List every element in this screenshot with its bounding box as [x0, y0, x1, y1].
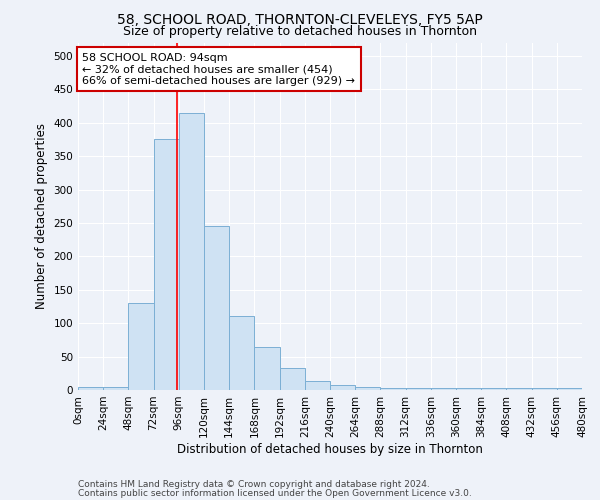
Text: Contains public sector information licensed under the Open Government Licence v3: Contains public sector information licen…: [78, 488, 472, 498]
Bar: [406, 388, 431, 390]
Bar: [78, 386, 103, 390]
Bar: [330, 386, 355, 390]
Bar: [532, 388, 557, 390]
Bar: [229, 316, 254, 390]
Text: 58, SCHOOL ROAD, THORNTON-CLEVELEYS, FY5 5AP: 58, SCHOOL ROAD, THORNTON-CLEVELEYS, FY5…: [117, 12, 483, 26]
Y-axis label: Number of detached properties: Number of detached properties: [35, 123, 48, 309]
Bar: [305, 380, 330, 390]
Bar: [204, 226, 229, 390]
Text: Contains HM Land Registry data © Crown copyright and database right 2024.: Contains HM Land Registry data © Crown c…: [78, 480, 430, 489]
Bar: [557, 388, 582, 390]
Text: 58 SCHOOL ROAD: 94sqm
← 32% of detached houses are smaller (454)
66% of semi-det: 58 SCHOOL ROAD: 94sqm ← 32% of detached …: [82, 52, 355, 86]
Bar: [380, 388, 406, 390]
Bar: [456, 388, 481, 390]
Bar: [179, 112, 204, 390]
Bar: [431, 388, 456, 390]
Bar: [254, 346, 280, 390]
Text: Size of property relative to detached houses in Thornton: Size of property relative to detached ho…: [123, 25, 477, 38]
Bar: [506, 388, 532, 390]
Bar: [481, 388, 506, 390]
Bar: [103, 386, 128, 390]
Bar: [128, 303, 154, 390]
X-axis label: Distribution of detached houses by size in Thornton: Distribution of detached houses by size …: [177, 442, 483, 456]
Bar: [280, 368, 305, 390]
Bar: [154, 140, 179, 390]
Bar: [355, 386, 380, 390]
